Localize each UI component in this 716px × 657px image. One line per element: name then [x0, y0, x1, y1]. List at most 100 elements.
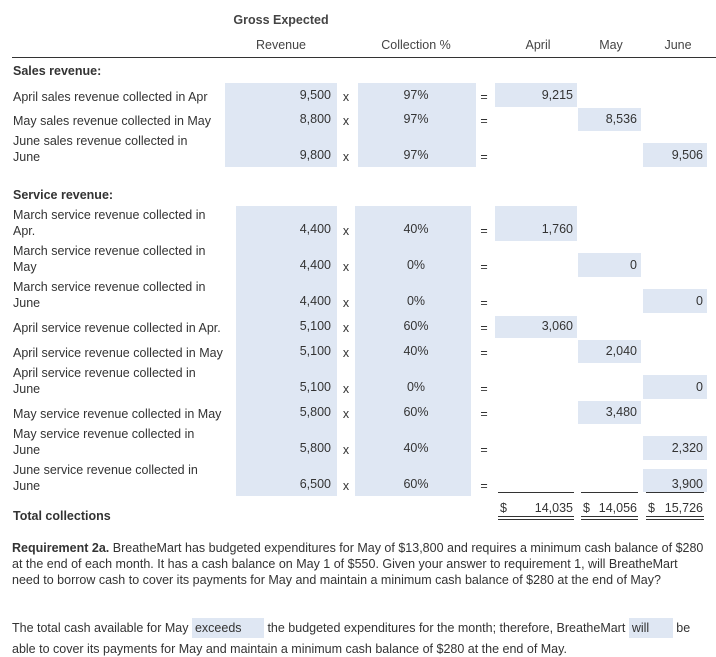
- revenue: 4,400: [299, 221, 331, 236]
- total-rule: [646, 492, 704, 493]
- revenue: 9,500: [299, 87, 331, 102]
- total-rule: [498, 516, 574, 517]
- revenue: 9,800: [299, 147, 331, 162]
- answer: The total cash available for May exceeds…: [12, 618, 712, 657]
- input-box: [358, 83, 476, 167]
- collected: 3,480: [605, 404, 637, 419]
- collected: 8,536: [605, 111, 637, 126]
- total-label: Total collections: [13, 508, 111, 523]
- total: 14,035: [534, 500, 573, 515]
- percent: 0%: [406, 379, 426, 394]
- dropdown[interactable]: exceeds: [191, 618, 264, 638]
- row-label: April service revenue collected in: [13, 365, 196, 380]
- answer-text: the budgeted expenditures for the month;…: [267, 621, 626, 635]
- collected: 0: [696, 293, 703, 308]
- operator: =: [480, 89, 488, 104]
- total-rule: [581, 519, 638, 520]
- row-label: March service revenue collected in: [13, 279, 206, 294]
- percent: 0%: [406, 293, 426, 308]
- operator: x: [342, 149, 350, 164]
- row-label: June: [13, 442, 41, 457]
- row-label: June: [13, 149, 41, 164]
- collected: 0: [696, 379, 703, 394]
- percent: 40%: [403, 221, 429, 236]
- operator: =: [480, 345, 488, 360]
- row-label: June sales revenue collected in: [13, 133, 188, 148]
- row-label: March service revenue collected in: [13, 243, 206, 258]
- operator: =: [480, 320, 488, 335]
- total: 15,726: [664, 500, 703, 515]
- answer-text: The total cash available for May: [12, 621, 189, 635]
- revenue: 6,500: [299, 476, 331, 491]
- percent: 97%: [403, 147, 429, 162]
- requirement: Requirement 2a. BreatheMart has budgeted…: [12, 540, 704, 588]
- total-rule: [498, 519, 574, 520]
- percent: 40%: [403, 343, 429, 358]
- operator: x: [342, 478, 350, 493]
- collected: 2,040: [605, 343, 637, 358]
- requirement-text: BreatheMart has budgeted expenditures fo…: [12, 541, 704, 587]
- row-label: April service revenue collected in Apr.: [13, 320, 221, 335]
- collected: 9,506: [671, 147, 703, 162]
- revenue: 4,400: [299, 293, 331, 308]
- row-label: June: [13, 381, 41, 396]
- row-label: March service revenue collected in: [13, 207, 206, 222]
- row-label: May service revenue collected in: [13, 426, 195, 441]
- operator: =: [480, 149, 488, 164]
- operator: x: [342, 320, 350, 335]
- percent: 97%: [403, 111, 429, 126]
- row-label: April sales revenue collected in Apr: [13, 89, 208, 104]
- row-label: June: [13, 478, 41, 493]
- input-box: [225, 83, 337, 167]
- collected: 2,320: [671, 440, 703, 455]
- input-box: [355, 206, 471, 496]
- header: April: [525, 37, 551, 52]
- row-label: May service revenue collected in May: [13, 406, 222, 421]
- revenue: 5,100: [299, 343, 331, 358]
- revenue: 5,100: [299, 379, 331, 394]
- input-box: [578, 340, 641, 363]
- operator: x: [342, 259, 350, 274]
- row-label: Apr.: [13, 223, 36, 238]
- percent: 0%: [406, 257, 426, 272]
- operator: =: [480, 381, 488, 396]
- total-rule: [581, 492, 638, 493]
- operator: x: [342, 381, 350, 396]
- percent: 97%: [403, 87, 429, 102]
- input-box: [643, 436, 707, 460]
- section-title: Service revenue:: [13, 187, 114, 202]
- input-box: [236, 206, 337, 496]
- operator: =: [480, 406, 488, 421]
- percent: 60%: [403, 318, 429, 333]
- currency: $: [583, 500, 590, 515]
- section-title: Sales revenue:: [13, 63, 102, 78]
- input-box: [495, 83, 577, 107]
- header: Collection %: [381, 37, 451, 52]
- total-rule: [498, 492, 574, 493]
- header: Revenue: [255, 37, 307, 52]
- input-box: [643, 143, 707, 167]
- collected: 0: [630, 257, 637, 272]
- header: Gross Expected: [233, 12, 329, 27]
- collected: 1,760: [541, 221, 573, 236]
- input-box: [578, 253, 641, 277]
- operator: =: [480, 259, 488, 274]
- currency: $: [648, 500, 655, 515]
- input-box: [578, 401, 641, 424]
- row-label: May sales revenue collected in May: [13, 113, 212, 128]
- collected: 3,060: [541, 318, 573, 333]
- dropdown[interactable]: will: [628, 618, 673, 638]
- operator: x: [342, 223, 350, 238]
- header: June: [664, 37, 692, 52]
- operator: =: [480, 478, 488, 493]
- requirement-heading: Requirement 2a.: [12, 541, 110, 555]
- total-rule: [581, 516, 638, 517]
- revenue: 4,400: [299, 257, 331, 272]
- operator: x: [342, 89, 350, 104]
- operator: x: [342, 345, 350, 360]
- answer-text: be able to cover its payments for May an…: [12, 621, 691, 656]
- row-label: April service revenue collected in May: [13, 345, 223, 360]
- input-box: [495, 316, 577, 338]
- input-box: [643, 289, 707, 313]
- operator: x: [342, 442, 350, 457]
